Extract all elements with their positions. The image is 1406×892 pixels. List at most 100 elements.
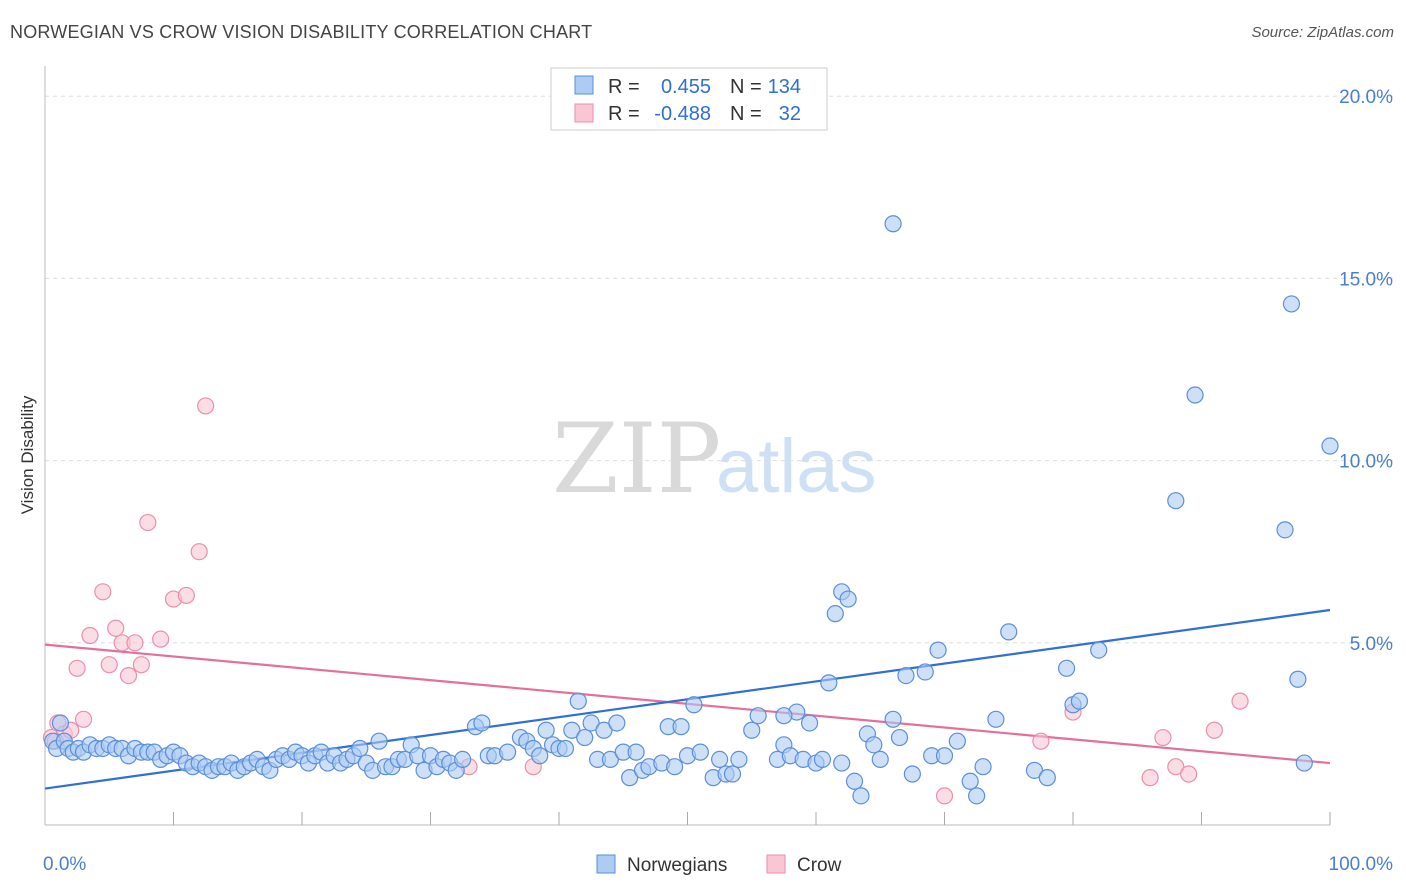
norwegian-point — [569, 692, 587, 710]
x-tick-label-max: 100.0% — [1329, 854, 1394, 875]
norwegian-point — [961, 772, 979, 790]
norwegian-point — [601, 750, 620, 769]
norwegian-point — [820, 674, 838, 692]
norwegian-point — [749, 707, 767, 725]
norwegian-point — [897, 666, 915, 685]
crow-point — [107, 619, 125, 637]
norwegian-point — [563, 721, 581, 739]
crow-point — [1141, 769, 1159, 787]
norwegian-point — [833, 754, 851, 772]
crow-point — [100, 656, 118, 674]
crow-legend-swatch-bottom — [766, 854, 786, 874]
x-tick-label-min: 0.0% — [43, 854, 86, 875]
crow-point — [1032, 732, 1050, 750]
norwegian-point — [845, 772, 864, 790]
norwegian-points — [44, 215, 1339, 805]
norwegian-point — [839, 590, 857, 608]
y-tick-label: 10.0% — [1339, 452, 1393, 473]
norwegian-point — [685, 696, 703, 714]
y-tick-label: 20.0% — [1339, 87, 1393, 108]
norwegian-point — [531, 747, 549, 765]
norwegian-point — [691, 743, 709, 761]
norwegian-point — [948, 732, 966, 750]
crow-point — [132, 656, 150, 674]
norwegian-point — [884, 710, 902, 728]
norwegian-point — [1000, 623, 1018, 641]
norwegian-point — [903, 765, 921, 783]
y-tick-label: 5.0% — [1350, 634, 1393, 655]
norwegian-point — [582, 714, 600, 732]
norwegian-point — [576, 728, 594, 747]
norwegian-r-label: R = — [608, 76, 640, 98]
correlation-legend: R = 0.455 N = 134 R = -0.488 N = 32 — [550, 67, 828, 131]
y-tick-labels: 5.0% 10.0% 15.0% 20.0% — [1339, 87, 1393, 655]
norwegian-point — [1070, 692, 1089, 710]
norwegian-point — [813, 750, 832, 769]
norwegian-point — [929, 641, 947, 659]
crow-point — [1167, 758, 1185, 776]
x-tick-labels: 0.0% 100.0% — [43, 854, 1393, 875]
norwegian-point — [884, 215, 902, 233]
watermark-atlas: atlas — [716, 424, 877, 509]
crow-point — [94, 583, 112, 601]
norwegian-point — [621, 769, 639, 787]
crow-point — [190, 543, 208, 561]
norwegian-point — [987, 710, 1005, 728]
chart-source: Source: ZipAtlas.com — [1251, 24, 1394, 41]
crow-point — [68, 659, 86, 677]
crow-point — [1180, 765, 1198, 783]
norwegian-point — [852, 787, 870, 805]
norwegian-n-label: N = — [730, 76, 762, 98]
norwegian-point — [730, 750, 748, 769]
watermark-zip: ZIP — [552, 403, 721, 515]
norwegians-legend-swatch — [596, 854, 616, 874]
norwegian-point — [672, 718, 690, 736]
crow-point — [81, 626, 99, 645]
norwegian-point — [1276, 521, 1294, 539]
norwegian-point — [723, 765, 742, 783]
series-legend: Norwegians Crow — [596, 854, 842, 876]
chart-title: NORWEGIAN VS CROW VISION DISABILITY CORR… — [10, 22, 593, 42]
norwegian-point — [556, 739, 575, 758]
crow-n-value: 32 — [779, 103, 801, 125]
norwegian-point — [1057, 659, 1076, 677]
norwegian-point — [351, 739, 369, 758]
norwegian-point — [627, 743, 645, 761]
crow-point — [1231, 692, 1249, 710]
norwegian-point — [1167, 492, 1185, 510]
crow-point — [126, 634, 144, 652]
norwegian-point — [1186, 386, 1204, 404]
crow-n-label: N = — [730, 103, 762, 125]
norwegian-legend-swatch — [574, 75, 594, 95]
crow-point — [74, 710, 93, 728]
norwegian-point — [666, 758, 684, 776]
norwegian-r-value: 0.455 — [661, 76, 711, 98]
norwegian-point — [595, 721, 613, 739]
norwegian-point — [890, 728, 909, 747]
norwegian-point — [743, 721, 761, 739]
crow-point — [197, 397, 215, 415]
norwegian-point — [51, 714, 70, 732]
axes — [44, 66, 1331, 826]
crow-r-value: -0.488 — [654, 103, 711, 125]
crow-point — [139, 513, 157, 532]
norwegian-point — [1282, 295, 1301, 313]
crow-point — [177, 586, 195, 605]
norwegian-point — [711, 750, 729, 769]
norwegians-legend-label: Norwegians — [627, 855, 727, 876]
norwegian-point — [473, 714, 491, 732]
norwegian-point — [1090, 641, 1108, 659]
norwegian-point — [1025, 761, 1044, 779]
crow-r-label: R = — [608, 103, 640, 125]
gridlines — [45, 95, 1395, 644]
norwegian-point — [916, 663, 934, 681]
norwegian-point — [800, 714, 819, 732]
norwegian-point — [537, 721, 555, 739]
y-tick-label: 15.0% — [1339, 269, 1393, 290]
norwegian-point — [871, 750, 889, 769]
norwegian-point — [499, 743, 517, 761]
crow-point — [1154, 728, 1172, 747]
norwegian-point — [865, 736, 883, 754]
crow-point — [152, 630, 170, 648]
norwegian-point — [935, 747, 954, 765]
